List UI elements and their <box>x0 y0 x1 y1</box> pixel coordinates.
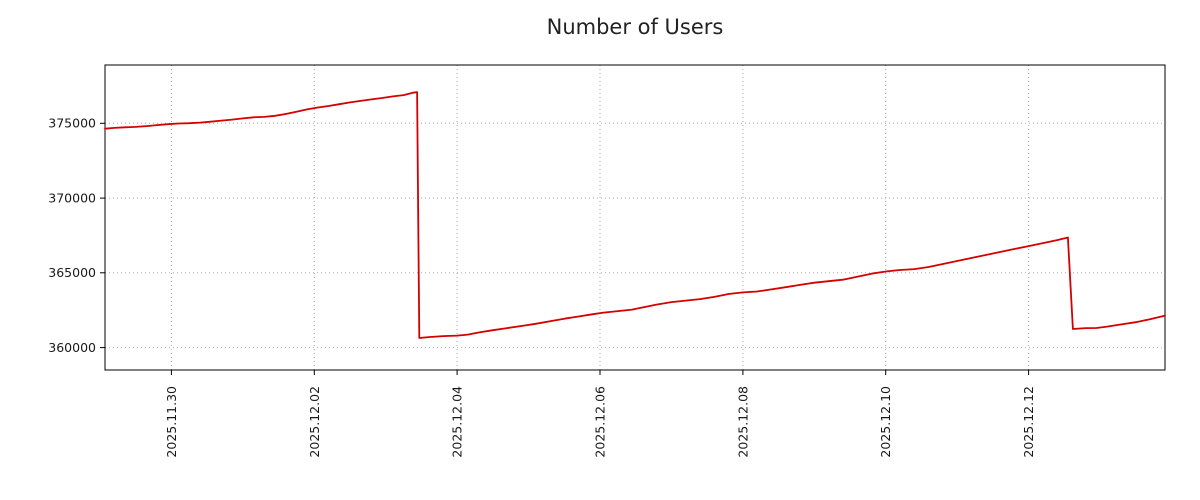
tick-marks <box>100 122 1030 375</box>
gridlines <box>105 65 1165 370</box>
x-tick-label: 2025.11.30 <box>164 386 179 458</box>
x-tick-label: 2025.12.04 <box>450 386 465 458</box>
x-tick-label: 2025.12.06 <box>593 386 608 458</box>
x-tick-label: 2025.12.02 <box>307 386 322 458</box>
x-tick-label: 2025.12.12 <box>1021 386 1036 458</box>
y-tick-label: 375000 <box>48 116 96 131</box>
x-tick-label: 2025.12.08 <box>735 386 750 458</box>
y-tick-labels: 360000 365000 370000 375000 <box>48 116 96 355</box>
y-tick-label: 365000 <box>48 265 96 280</box>
plot-border <box>104 64 1166 371</box>
chart-title: Number of Users <box>547 15 724 39</box>
x-tick-labels: 2025.11.30 2025.12.02 2025.12.04 2025.12.06… <box>164 386 1036 458</box>
y-tick-label: 360000 <box>48 340 96 355</box>
data-line <box>104 91 1166 339</box>
x-tick-label: 2025.12.10 <box>878 386 893 458</box>
y-tick-label: 370000 <box>48 190 96 205</box>
